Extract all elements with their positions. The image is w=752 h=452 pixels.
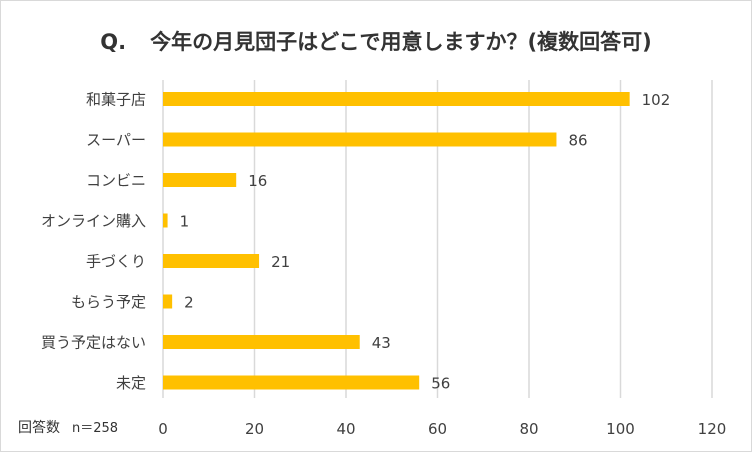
- response-count: n＝258: [72, 421, 119, 436]
- x-tick-label: 60: [428, 420, 447, 438]
- bar: [163, 92, 630, 106]
- data-label: 21: [271, 253, 290, 271]
- title-prefix: Q.: [100, 30, 127, 54]
- data-label: 1: [180, 213, 190, 231]
- x-tick-label: 0: [158, 420, 168, 438]
- x-tick-label: 80: [519, 420, 538, 438]
- data-labels: 102 86 16 1 21 2 43 56: [180, 91, 671, 393]
- data-label: 2: [184, 294, 194, 312]
- x-tick-labels: 0 20 40 60 80 100 120: [158, 420, 726, 438]
- bar: [163, 254, 260, 268]
- data-label: 56: [431, 375, 450, 393]
- bar: [163, 132, 557, 147]
- bar: [163, 375, 420, 390]
- category-label: スーパー: [86, 131, 146, 149]
- data-label: 86: [568, 132, 587, 150]
- bar: [163, 294, 173, 309]
- bar: [163, 173, 237, 187]
- footnote: 回答数 n＝258: [18, 417, 118, 437]
- gridlines: [162, 80, 713, 398]
- x-tick-label: 120: [698, 420, 727, 438]
- data-label: 16: [248, 172, 267, 190]
- response-count-label: 回答数: [18, 420, 60, 436]
- title-text: 今年の月見団子はどこで用意しますか？(複数回答可): [150, 30, 652, 54]
- data-label: 43: [372, 334, 391, 352]
- category-label: 和菓子店: [86, 91, 146, 109]
- category-label: 手づくり: [86, 253, 146, 271]
- bar: [163, 213, 168, 228]
- x-tick-label: 100: [606, 420, 635, 438]
- data-label: 102: [642, 91, 671, 109]
- bars: [163, 92, 630, 390]
- category-label: もらう予定: [71, 293, 146, 311]
- category-label: 買う予定はない: [41, 334, 146, 352]
- category-label: 未定: [116, 374, 146, 392]
- category-label: オンライン購入: [41, 212, 146, 230]
- chart-title: Q. 今年の月見団子はどこで用意しますか？(複数回答可): [0, 26, 752, 56]
- x-tick-label: 20: [245, 420, 264, 438]
- bar: [163, 335, 360, 349]
- x-tick-label: 40: [336, 420, 355, 438]
- category-label: コンビニ: [86, 172, 146, 190]
